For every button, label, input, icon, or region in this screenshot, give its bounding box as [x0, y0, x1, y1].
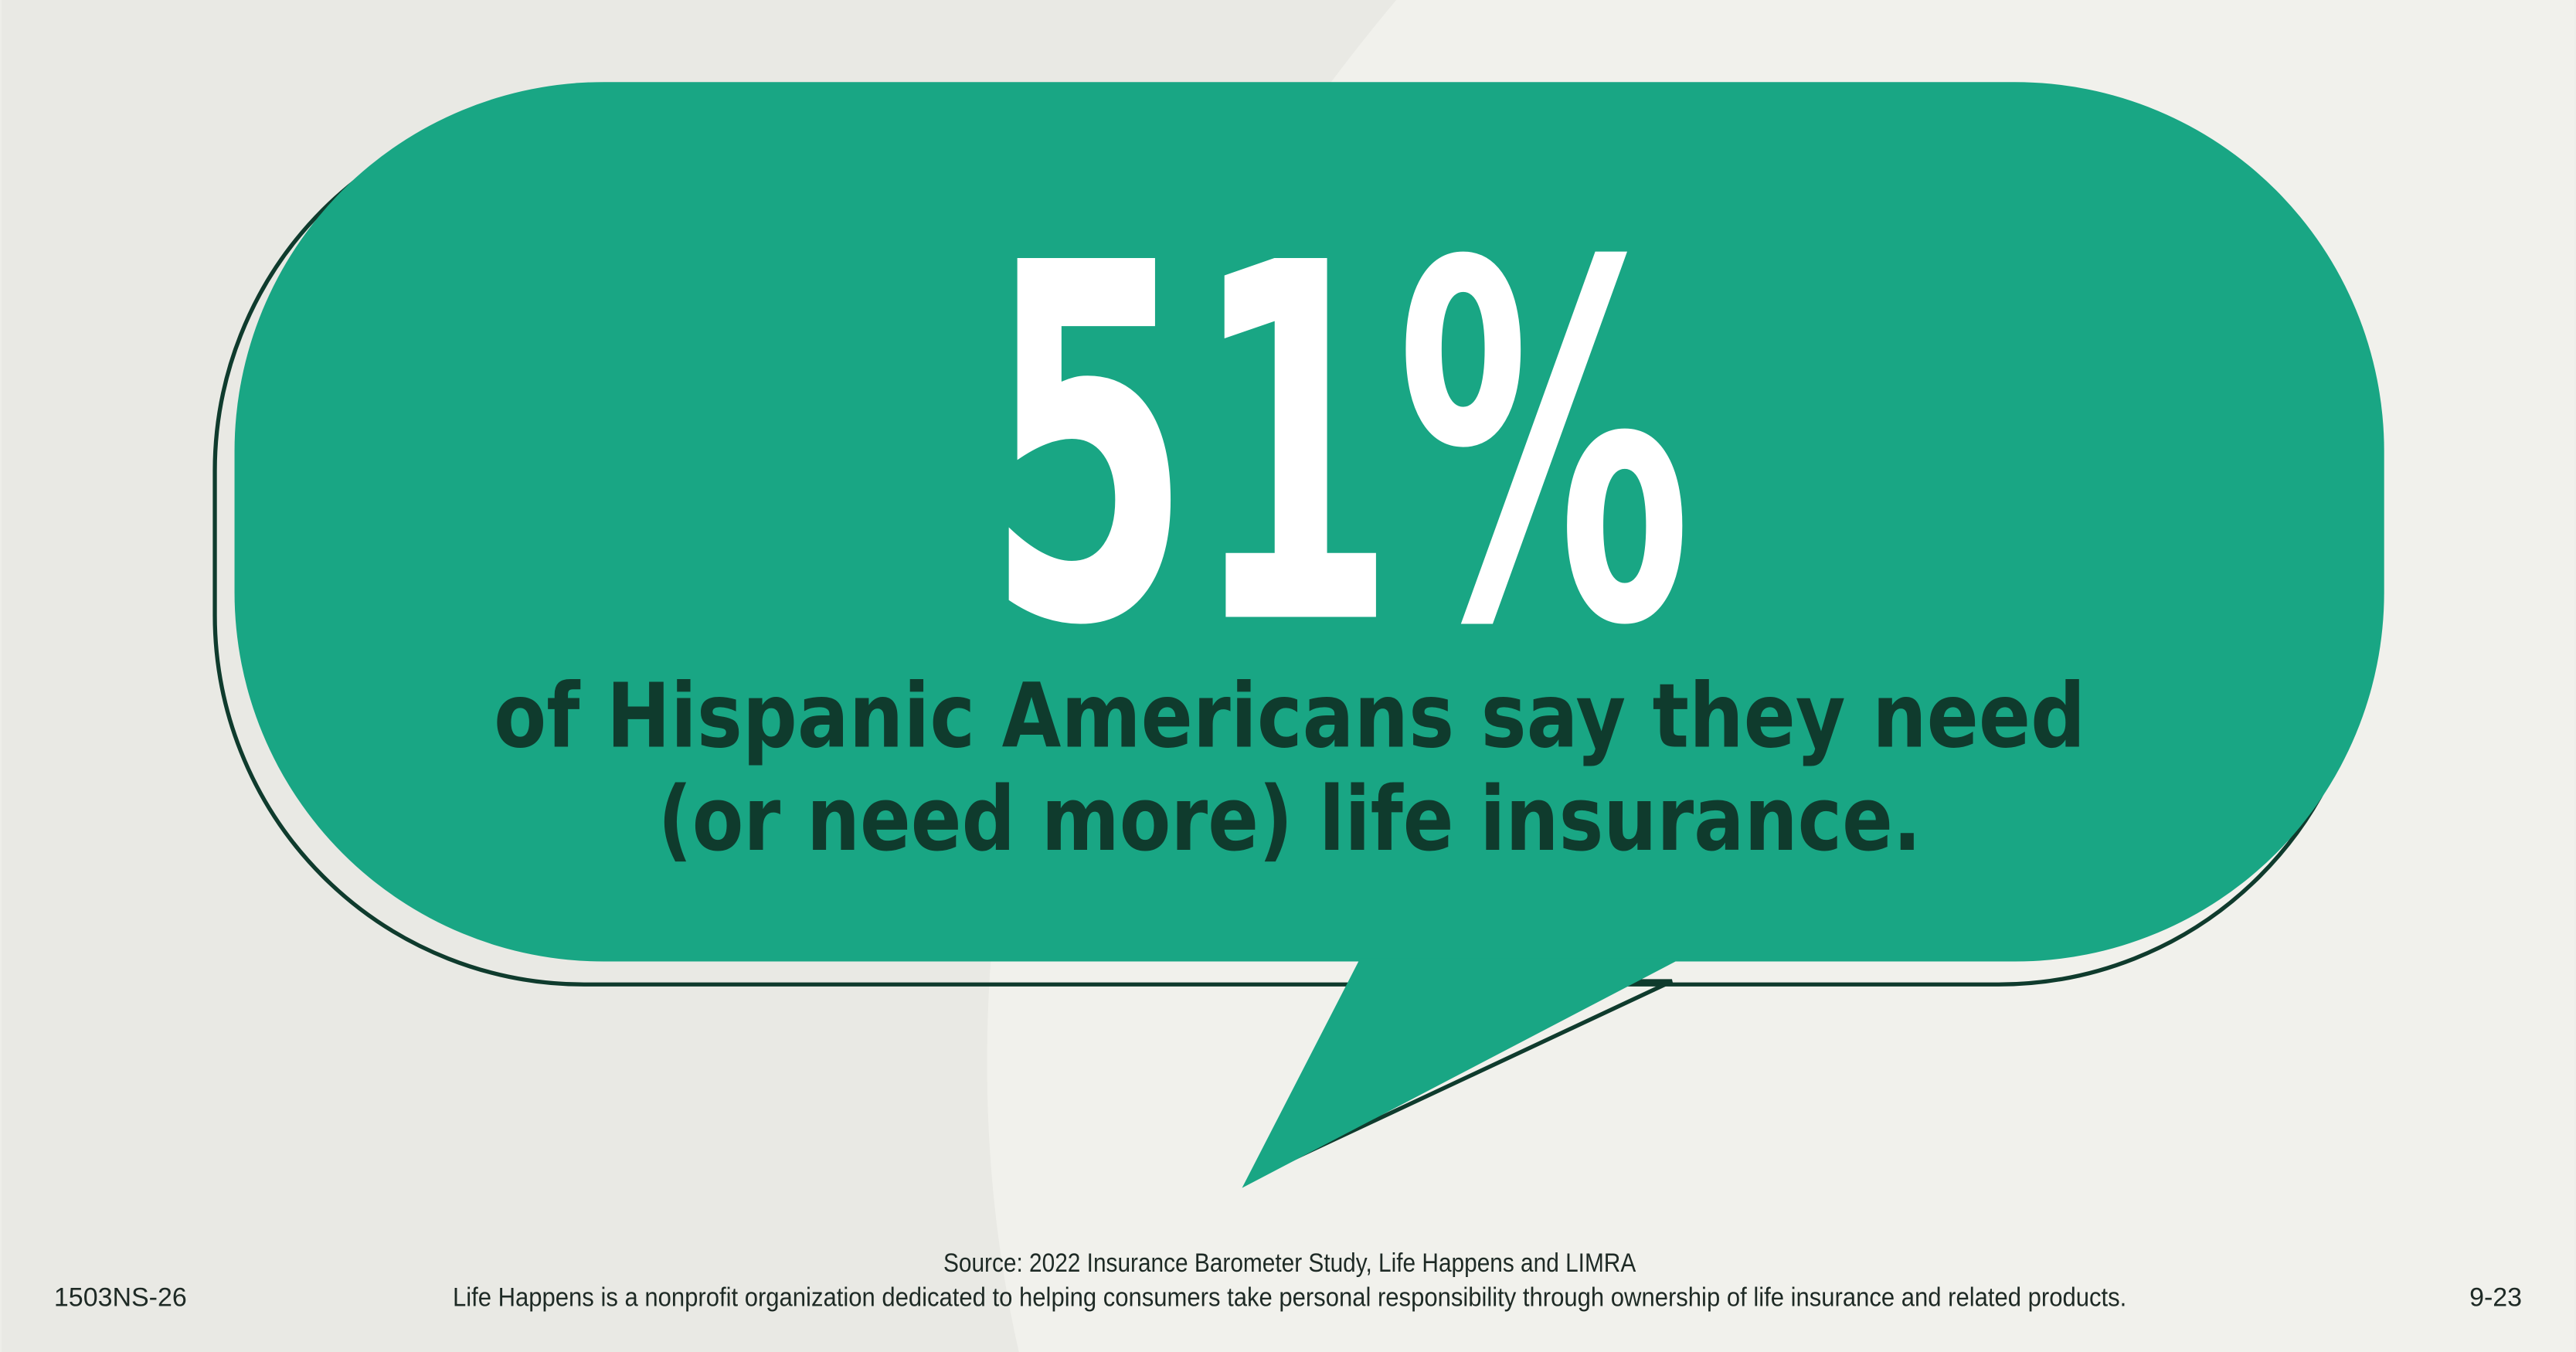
footer-note: Life Happens is a nonprofit organization…: [453, 1283, 2126, 1313]
speech-bubble: [234, 82, 2384, 962]
bubble-tail: [1242, 958, 1682, 1188]
headline-line: of Hispanic Americans say they need: [494, 665, 2085, 768]
date: 9-23: [2469, 1283, 2522, 1313]
headline-line: (or need more) life insurance.: [658, 769, 1921, 871]
code: 1503NS-26: [54, 1283, 187, 1313]
headline-stat: 51%: [986, 161, 1691, 734]
source: Source: 2022 Insurance Barometer Study, …: [943, 1248, 1636, 1278]
